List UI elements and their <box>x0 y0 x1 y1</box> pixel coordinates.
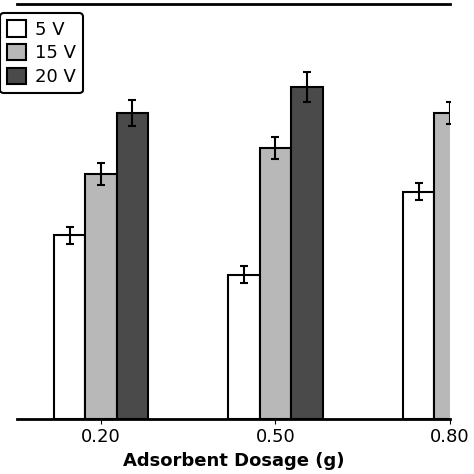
Bar <box>466 61 474 419</box>
X-axis label: Adsorbent Dosage (g): Adsorbent Dosage (g) <box>123 452 344 470</box>
Bar <box>117 113 148 419</box>
Bar <box>228 274 260 419</box>
Bar <box>54 236 85 419</box>
Bar <box>403 191 434 419</box>
Bar <box>85 174 117 419</box>
Bar <box>434 113 466 419</box>
Legend: 5 V, 15 V, 20 V: 5 V, 15 V, 20 V <box>0 13 83 93</box>
Bar <box>260 148 291 419</box>
Bar <box>291 87 323 419</box>
